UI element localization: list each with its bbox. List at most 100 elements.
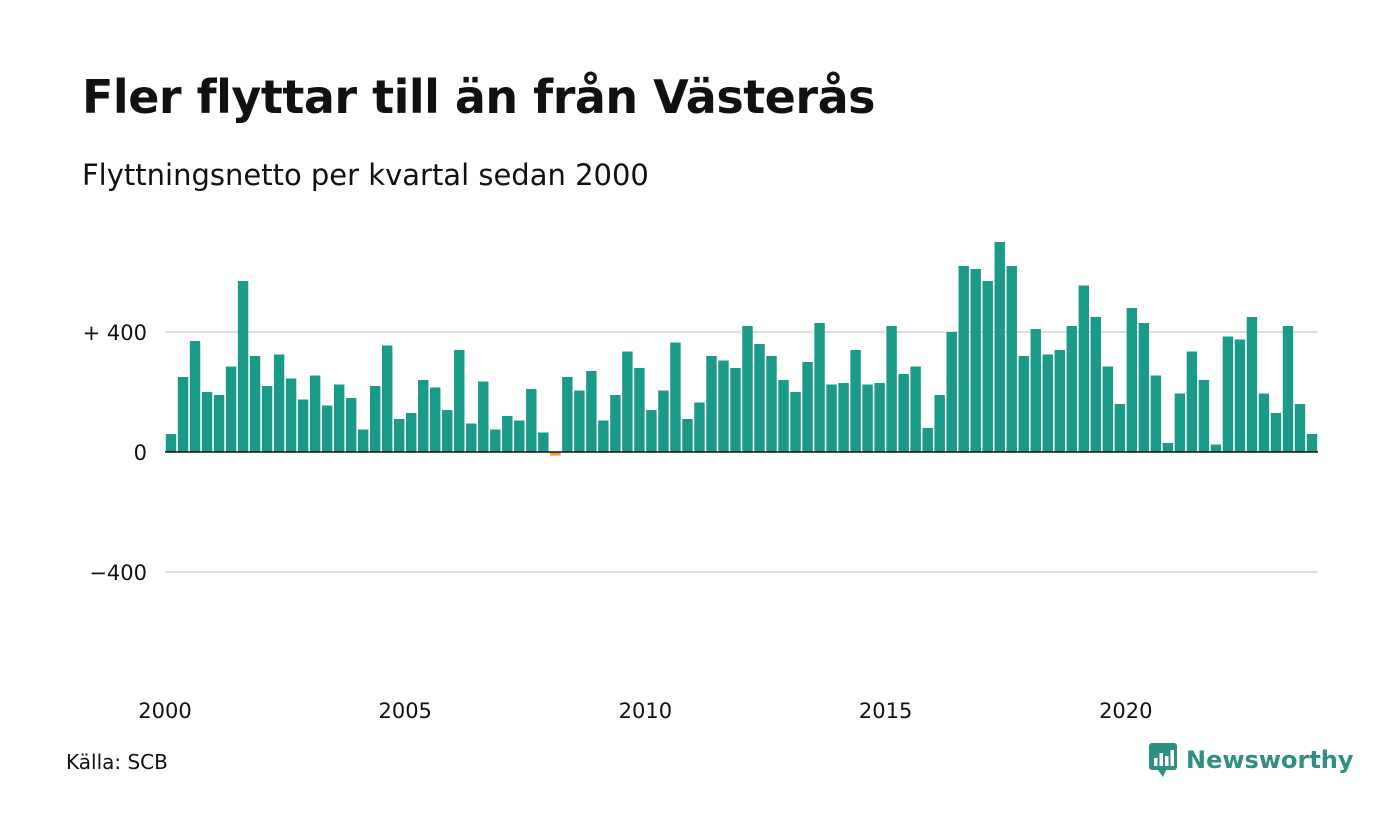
bar	[862, 384, 873, 452]
bar	[261, 386, 273, 452]
bar	[598, 420, 609, 452]
x-tick-label: 2005	[378, 699, 431, 723]
bar	[586, 371, 597, 452]
y-tick-label: −400	[89, 561, 147, 585]
y-tick-label: 0	[134, 441, 147, 465]
bar	[898, 374, 909, 452]
chart-title: Fler flyttar till än från Västerås	[82, 70, 876, 124]
bar	[1090, 317, 1102, 452]
bar	[826, 384, 837, 452]
bar	[1270, 413, 1282, 452]
bar	[201, 392, 213, 452]
brand-name: Newsworthy	[1186, 746, 1354, 774]
bar	[766, 356, 777, 452]
bar	[778, 380, 789, 452]
grid-lines	[165, 331, 1318, 573]
bar	[333, 384, 345, 452]
bar	[394, 419, 405, 452]
bar	[309, 375, 321, 452]
bar	[1282, 326, 1294, 452]
bar	[490, 429, 501, 452]
bar	[526, 389, 537, 452]
axes: + 400 0 −400 2000 2005 2010 2015 2020	[83, 321, 1318, 723]
bar	[1246, 317, 1258, 452]
bar	[369, 386, 381, 452]
bar	[381, 345, 393, 452]
x-tick-label: 2015	[859, 699, 912, 723]
bar	[982, 281, 993, 452]
bar	[1186, 351, 1198, 452]
bar	[1042, 354, 1053, 452]
bar	[478, 381, 489, 452]
bar	[970, 269, 981, 452]
x-tick-label: 2000	[138, 699, 191, 723]
source-note: Källa: SCB	[66, 750, 168, 774]
bar	[814, 323, 825, 452]
bar	[886, 326, 897, 452]
bar	[418, 380, 429, 452]
bar	[514, 420, 525, 452]
bar	[273, 354, 285, 452]
bar	[1174, 393, 1186, 452]
bar	[1306, 434, 1318, 452]
bar	[934, 395, 945, 452]
bar	[562, 377, 573, 452]
bar	[1126, 308, 1138, 452]
bar	[646, 410, 657, 452]
bar	[670, 342, 681, 452]
bar	[610, 395, 621, 452]
bar	[321, 405, 333, 452]
bar	[754, 344, 765, 452]
bar	[1054, 350, 1065, 452]
bar	[718, 360, 729, 452]
bar	[225, 366, 237, 452]
bar	[682, 419, 693, 452]
bar	[634, 368, 645, 452]
bar	[910, 366, 921, 452]
bars	[165, 242, 1318, 456]
bar-chart: + 400 0 −400 2000 2005 2010 2015 2020	[83, 242, 1318, 723]
bar	[1018, 356, 1029, 452]
bar	[922, 428, 933, 452]
bar	[730, 368, 741, 452]
bar	[946, 332, 957, 452]
bar	[1162, 443, 1174, 452]
bar	[1006, 266, 1017, 452]
bar	[802, 362, 813, 452]
bar	[1150, 375, 1162, 452]
bar	[1114, 404, 1126, 452]
bar	[1078, 285, 1089, 452]
bar	[1294, 404, 1306, 452]
bar	[1210, 444, 1222, 452]
bar	[694, 402, 705, 452]
x-tick-label: 2020	[1099, 699, 1152, 723]
bar	[249, 356, 261, 452]
bar	[574, 390, 585, 452]
bar	[357, 429, 369, 452]
bar	[550, 452, 561, 456]
bar	[177, 377, 189, 452]
bar	[658, 390, 669, 452]
bar	[706, 356, 717, 452]
brand-logo[interactable]: Newsworthy	[1148, 742, 1354, 778]
bar	[502, 416, 513, 452]
bar	[742, 326, 753, 452]
bar	[1222, 336, 1234, 452]
bar	[850, 350, 861, 452]
y-tick-label: + 400	[83, 321, 147, 345]
bar	[1138, 323, 1150, 452]
newsworthy-logo-icon	[1149, 743, 1177, 777]
bar	[237, 281, 249, 452]
bar	[345, 398, 357, 452]
x-tick-label: 2010	[619, 699, 672, 723]
bar	[189, 341, 201, 452]
chart-subtitle: Flyttningsnetto per kvartal sedan 2000	[82, 158, 649, 192]
bar	[1258, 393, 1270, 452]
bar	[442, 410, 453, 452]
bar	[958, 266, 969, 452]
bar	[297, 399, 309, 452]
bar	[1102, 366, 1114, 452]
bar	[285, 378, 297, 452]
bar	[874, 383, 885, 452]
bar	[1234, 339, 1246, 452]
